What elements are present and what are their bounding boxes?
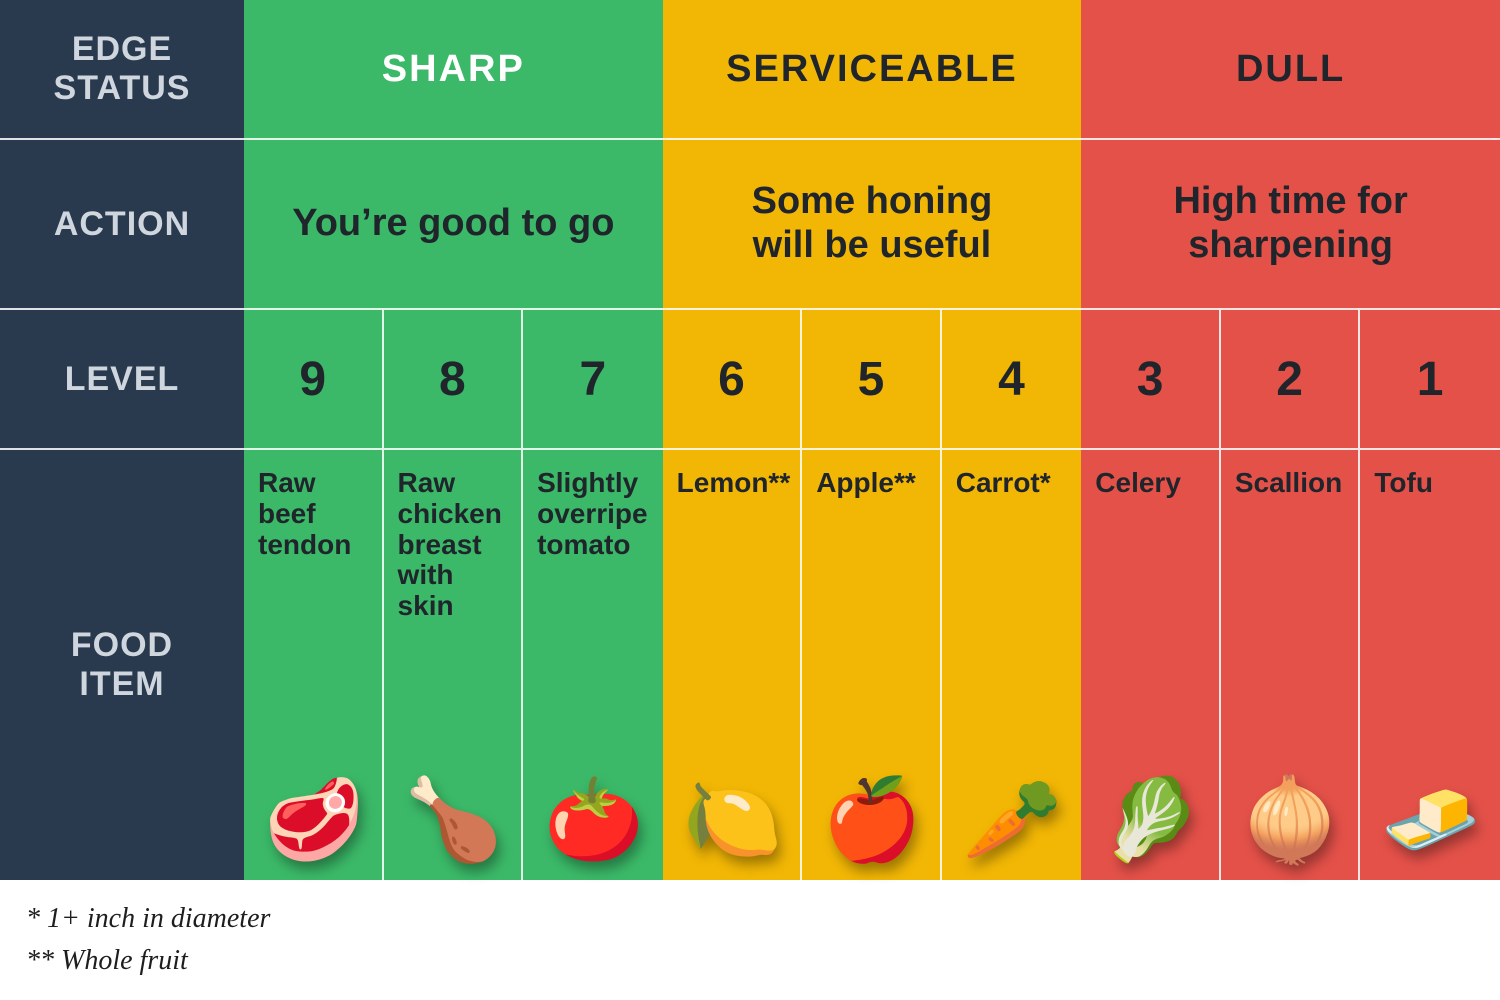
level-3: 3 bbox=[1081, 310, 1221, 450]
sharpness-chart: EDGE STATUSSHARPSERVICEABLEDULL ACTIONYou… bbox=[0, 0, 1500, 880]
action-serviceable: Some honing will be useful bbox=[663, 140, 1082, 310]
food-label-6: Lemon** bbox=[677, 468, 789, 499]
row-label-food-item: FOOD ITEM bbox=[0, 450, 244, 880]
status-sharp: SHARP bbox=[244, 0, 663, 140]
food-7: Slightly overripe tomato🍅 bbox=[523, 450, 663, 880]
food-label-5: Apple** bbox=[816, 468, 928, 499]
chicken-icon: 🍗 bbox=[398, 622, 510, 870]
food-9: Raw beef tendon🥩 bbox=[244, 450, 384, 880]
level-9: 9 bbox=[244, 310, 384, 450]
level-7: 7 bbox=[523, 310, 663, 450]
level-4: 4 bbox=[942, 310, 1082, 450]
food-label-2: Scallion bbox=[1235, 468, 1347, 499]
level-8: 8 bbox=[384, 310, 524, 450]
level-1: 1 bbox=[1360, 310, 1500, 450]
food-3: Celery🥬 bbox=[1081, 450, 1221, 880]
lemon-icon: 🍋 bbox=[677, 499, 789, 870]
food-label-9: Raw beef tendon bbox=[258, 468, 370, 560]
apple-icon: 🍎 bbox=[816, 499, 928, 870]
level-6: 6 bbox=[663, 310, 803, 450]
food-1: Tofu🧈 bbox=[1360, 450, 1500, 880]
tomato-icon: 🍅 bbox=[537, 560, 651, 870]
food-label-7: Slightly overripe tomato bbox=[537, 468, 651, 560]
food-5: Apple**🍎 bbox=[802, 450, 942, 880]
footnotes: * 1+ inch in diameter ** Whole fruit bbox=[0, 880, 1500, 982]
status-serviceable: SERVICEABLE bbox=[663, 0, 1082, 140]
food-label-8: Raw chicken breast with skin bbox=[398, 468, 510, 622]
food-label-4: Carrot* bbox=[956, 468, 1070, 499]
carrot-icon: 🥕 bbox=[956, 499, 1070, 870]
row-label-level: LEVEL bbox=[0, 310, 244, 450]
scallion-icon: 🧅 bbox=[1235, 499, 1347, 870]
level-2: 2 bbox=[1221, 310, 1361, 450]
row-label-action: ACTION bbox=[0, 140, 244, 310]
food-2: Scallion🧅 bbox=[1221, 450, 1361, 880]
status-dull: DULL bbox=[1081, 0, 1500, 140]
food-label-3: Celery bbox=[1095, 468, 1207, 499]
action-sharp: You’re good to go bbox=[244, 140, 663, 310]
footnote-1: * 1+ inch in diameter bbox=[26, 898, 1474, 940]
food-4: Carrot*🥕 bbox=[942, 450, 1082, 880]
level-5: 5 bbox=[802, 310, 942, 450]
food-6: Lemon**🍋 bbox=[663, 450, 803, 880]
action-dull: High time for sharpening bbox=[1081, 140, 1500, 310]
footnote-2: ** Whole fruit bbox=[26, 940, 1474, 982]
celery-icon: 🥬 bbox=[1095, 499, 1207, 870]
food-8: Raw chicken breast with skin🍗 bbox=[384, 450, 524, 880]
food-label-1: Tofu bbox=[1374, 468, 1488, 499]
beef-tendon-icon: 🥩 bbox=[258, 560, 370, 870]
row-label-edge-status: EDGE STATUS bbox=[0, 0, 244, 140]
tofu-icon: 🧈 bbox=[1374, 499, 1488, 870]
